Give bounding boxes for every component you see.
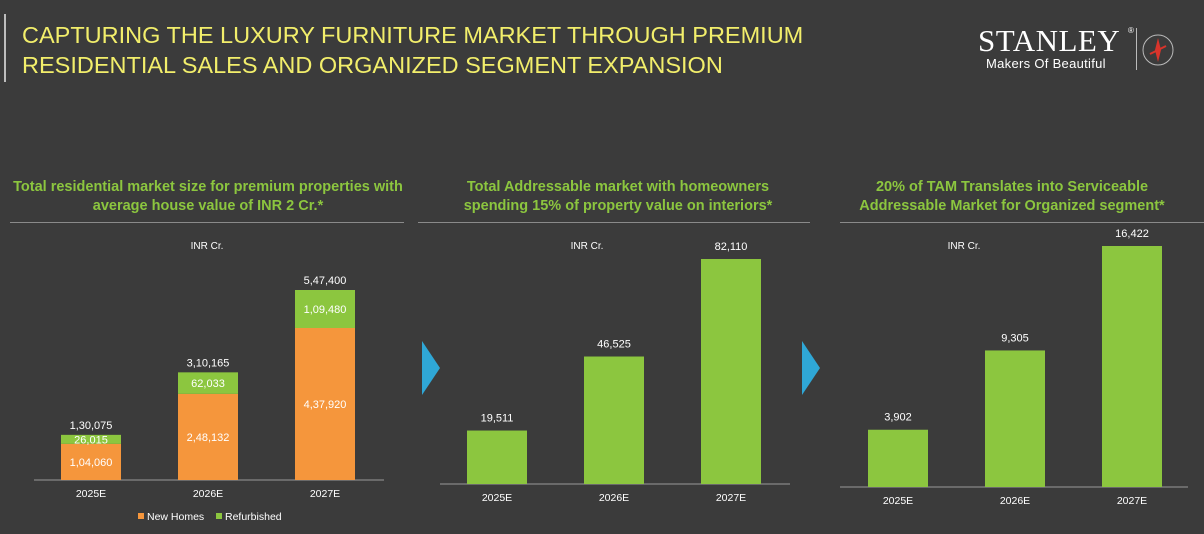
x-tick-label-2027E: 2027E <box>716 492 746 504</box>
panel-2-divider <box>418 222 810 223</box>
panel-3-title-line-1: 20% of TAM Translates into Serviceable <box>875 179 1149 195</box>
logo-emblem-icon <box>1142 34 1174 66</box>
legend-swatch-new-homes <box>138 513 144 519</box>
legend-label-refurbished: Refurbished <box>225 511 282 523</box>
panel-1-title: Total residential market size for premiu… <box>0 178 416 216</box>
flow-arrow-icon <box>422 341 440 395</box>
data-label-2025E: 3,902 <box>884 412 912 424</box>
bar-2025E <box>868 429 928 487</box>
data-label-refurbished-2027E: 1,09,480 <box>304 304 347 316</box>
panel-3-title: 20% of TAM Translates into Serviceable A… <box>820 178 1204 216</box>
bar-2025E <box>467 430 527 484</box>
page-title-line-2: RESIDENTIAL SALES AND ORGANIZED SEGMENT … <box>22 52 723 78</box>
flow-arrow-icon <box>802 341 820 395</box>
x-tick-label-2026E: 2026E <box>599 492 629 504</box>
logo-name: STANLEY <box>978 23 1121 58</box>
panel-2-title-line-2: spending 15% of property value on interi… <box>463 198 773 214</box>
bar-2027E <box>701 259 761 484</box>
data-label-2026E: 46,525 <box>597 339 631 351</box>
bar-refurbished-2027E <box>295 290 355 328</box>
total-label-2025E: 1,30,075 <box>70 420 113 432</box>
logo-registered-mark: ® <box>1128 26 1134 35</box>
bar-new-homes-2025E <box>61 443 121 480</box>
data-label-2026E: 9,305 <box>1001 332 1029 344</box>
page-title-line-1: CAPTURING THE LUXURY FURNITURE MARKET TH… <box>22 22 804 48</box>
bar-2026E <box>985 350 1045 487</box>
data-label-new-homes-2025E: 1,04,060 <box>70 457 113 469</box>
logo-tagline: Makers Of Beautiful <box>986 56 1106 71</box>
chart-3-unit-label: INR Cr. <box>948 241 981 252</box>
panel-1-title-line-2: average house value of INR 2 Cr.* <box>92 198 324 214</box>
panel-3-divider <box>840 222 1204 223</box>
header-accent-bar <box>4 14 6 82</box>
data-label-new-homes-2027E: 4,37,920 <box>304 399 347 411</box>
total-label-2027E: 5,47,400 <box>304 275 347 287</box>
data-label-new-homes-2026E: 2,48,132 <box>187 432 230 444</box>
data-label-2025E: 19,511 <box>481 413 514 425</box>
chart-1-unit-label: INR Cr. <box>191 241 224 252</box>
x-tick-label-2025E: 2025E <box>76 488 106 500</box>
x-tick-label-2027E: 2027E <box>310 488 340 500</box>
bar-new-homes-2027E <box>295 328 355 480</box>
legend-swatch-refurbished <box>216 513 222 519</box>
page-title: CAPTURING THE LUXURY FURNITURE MARKET TH… <box>22 20 922 80</box>
chart-2-unit-label: INR Cr. <box>571 241 604 252</box>
x-tick-label-2027E: 2027E <box>1117 495 1147 507</box>
total-label-2026E: 3,10,165 <box>187 357 230 369</box>
x-tick-label-2025E: 2025E <box>883 495 913 507</box>
logo-divider <box>1136 28 1137 70</box>
stanley-logo: STANLEY ® Makers Of Beautiful <box>978 24 1178 76</box>
x-tick-label-2026E: 2026E <box>1000 495 1030 507</box>
bar-refurbished-2026E <box>178 372 238 394</box>
x-tick-label-2025E: 2025E <box>482 492 512 504</box>
panel-3-title-line-2: Addressable Market for Organized segment… <box>859 198 1165 214</box>
data-label-2027E: 82,110 <box>715 241 748 253</box>
bar-2027E <box>1102 246 1162 487</box>
legend-label-new-homes: New Homes <box>147 511 204 523</box>
panel-1-title-line-1: Total residential market size for premiu… <box>13 179 403 195</box>
bar-new-homes-2026E <box>178 393 238 480</box>
x-tick-label-2026E: 2026E <box>193 488 223 500</box>
panel-1-divider <box>10 222 404 223</box>
data-label-2027E: 16,422 <box>1115 228 1149 240</box>
panel-2-title-line-1: Total Addressable market with homeowners <box>466 179 770 195</box>
data-label-refurbished-2025E: 26,015 <box>74 434 108 446</box>
data-label-refurbished-2026E: 62,033 <box>191 378 225 390</box>
bar-refurbished-2025E <box>61 434 121 444</box>
bar-2026E <box>584 356 644 484</box>
panel-2-title: Total Addressable market with homeowners… <box>418 178 818 216</box>
